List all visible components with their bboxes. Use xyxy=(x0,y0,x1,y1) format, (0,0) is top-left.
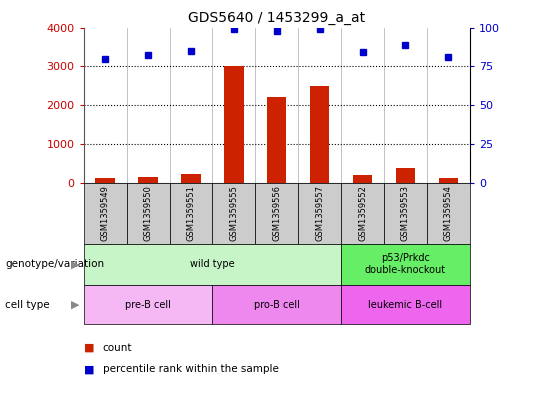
Bar xyxy=(96,178,115,183)
Text: GSM1359556: GSM1359556 xyxy=(272,185,281,241)
Bar xyxy=(341,285,470,324)
Text: ■: ■ xyxy=(84,364,94,375)
Text: GSM1359552: GSM1359552 xyxy=(358,185,367,241)
Text: ▶: ▶ xyxy=(71,259,80,269)
Bar xyxy=(212,183,255,244)
Text: pro-B cell: pro-B cell xyxy=(254,299,300,310)
Text: GSM1359550: GSM1359550 xyxy=(144,185,153,241)
Bar xyxy=(384,183,427,244)
Bar xyxy=(341,244,470,285)
Bar xyxy=(84,244,341,285)
Text: leukemic B-cell: leukemic B-cell xyxy=(368,299,442,310)
Bar xyxy=(310,86,329,183)
Bar xyxy=(438,178,458,183)
Bar xyxy=(396,168,415,183)
Text: cell type: cell type xyxy=(5,299,50,310)
Bar xyxy=(427,183,470,244)
Text: pre-B cell: pre-B cell xyxy=(125,299,171,310)
Text: GSM1359549: GSM1359549 xyxy=(100,185,110,241)
Bar xyxy=(84,285,212,324)
Bar xyxy=(341,183,384,244)
Text: count: count xyxy=(103,343,132,353)
Bar xyxy=(181,174,200,183)
Bar xyxy=(212,285,341,324)
Bar xyxy=(138,177,158,183)
Text: genotype/variation: genotype/variation xyxy=(5,259,105,269)
Bar xyxy=(267,97,286,183)
Bar xyxy=(353,175,372,183)
Text: wild type: wild type xyxy=(190,259,235,269)
Bar xyxy=(84,183,126,244)
Text: GSM1359553: GSM1359553 xyxy=(401,185,410,241)
Bar xyxy=(170,183,212,244)
Text: GSM1359554: GSM1359554 xyxy=(444,185,453,241)
Text: ■: ■ xyxy=(84,343,94,353)
Text: ▶: ▶ xyxy=(71,299,80,310)
Text: p53/Prkdc
double-knockout: p53/Prkdc double-knockout xyxy=(365,253,446,275)
Title: GDS5640 / 1453299_a_at: GDS5640 / 1453299_a_at xyxy=(188,11,366,25)
Bar xyxy=(224,66,244,183)
Bar xyxy=(298,183,341,244)
Text: GSM1359551: GSM1359551 xyxy=(186,185,195,241)
Bar xyxy=(255,183,298,244)
Text: percentile rank within the sample: percentile rank within the sample xyxy=(103,364,279,375)
Text: GSM1359557: GSM1359557 xyxy=(315,185,324,241)
Text: GSM1359555: GSM1359555 xyxy=(230,185,238,241)
Bar xyxy=(126,183,170,244)
